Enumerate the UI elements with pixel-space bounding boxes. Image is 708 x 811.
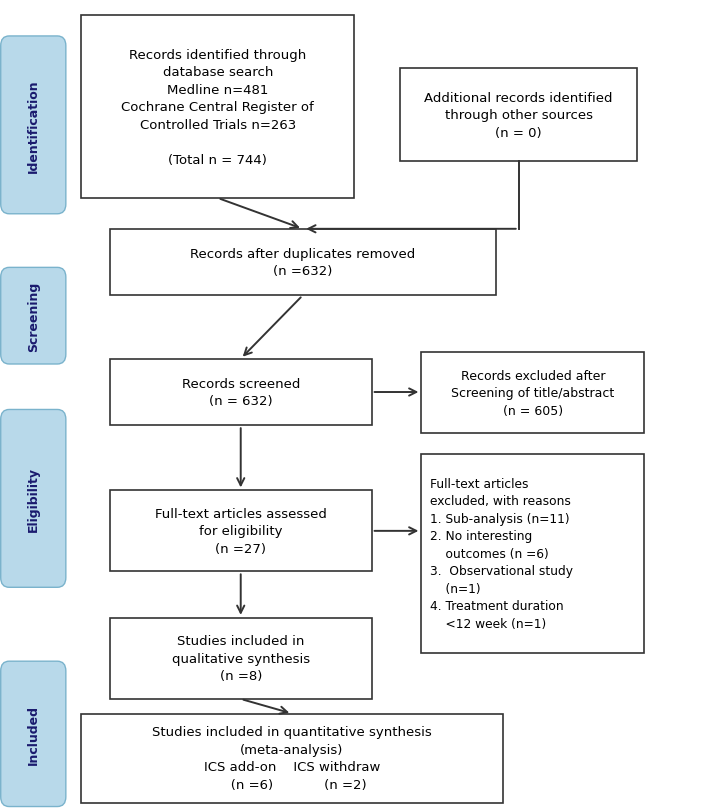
FancyBboxPatch shape — [1, 410, 66, 587]
FancyBboxPatch shape — [110, 491, 372, 572]
Text: Studies included in quantitative synthesis
(meta-analysis)
ICS add-on    ICS wit: Studies included in quantitative synthes… — [152, 726, 432, 791]
Text: Studies included in
qualitative synthesis
(n =8): Studies included in qualitative synthesi… — [171, 634, 310, 683]
Text: Records screened
(n = 632): Records screened (n = 632) — [181, 377, 300, 408]
Text: Screening: Screening — [27, 281, 40, 351]
FancyBboxPatch shape — [110, 359, 372, 426]
FancyBboxPatch shape — [1, 268, 66, 365]
Text: Included: Included — [27, 704, 40, 764]
Text: Additional records identified
through other sources
(n = 0): Additional records identified through ot… — [424, 92, 613, 139]
Text: Identification: Identification — [27, 79, 40, 173]
FancyBboxPatch shape — [110, 230, 496, 296]
Text: Full-text articles
excluded, with reasons
1. Sub-analysis (n=11)
2. No interesti: Full-text articles excluded, with reason… — [430, 477, 573, 630]
FancyBboxPatch shape — [1, 662, 66, 806]
FancyBboxPatch shape — [1, 36, 66, 214]
Text: Records excluded after
Screening of title/abstract
(n = 605): Records excluded after Screening of titl… — [451, 369, 615, 418]
Text: Records identified through
database search
Medline n=481
Cochrane Central Regist: Records identified through database sear… — [121, 49, 314, 166]
FancyBboxPatch shape — [421, 454, 644, 653]
Text: Records after duplicates removed
(n =632): Records after duplicates removed (n =632… — [190, 247, 416, 278]
FancyBboxPatch shape — [421, 353, 644, 434]
Text: Full-text articles assessed
for eligibility
(n =27): Full-text articles assessed for eligibil… — [155, 507, 326, 556]
Text: Eligibility: Eligibility — [27, 466, 40, 531]
FancyBboxPatch shape — [81, 16, 354, 199]
FancyBboxPatch shape — [81, 714, 503, 803]
FancyBboxPatch shape — [110, 618, 372, 699]
FancyBboxPatch shape — [400, 69, 637, 162]
